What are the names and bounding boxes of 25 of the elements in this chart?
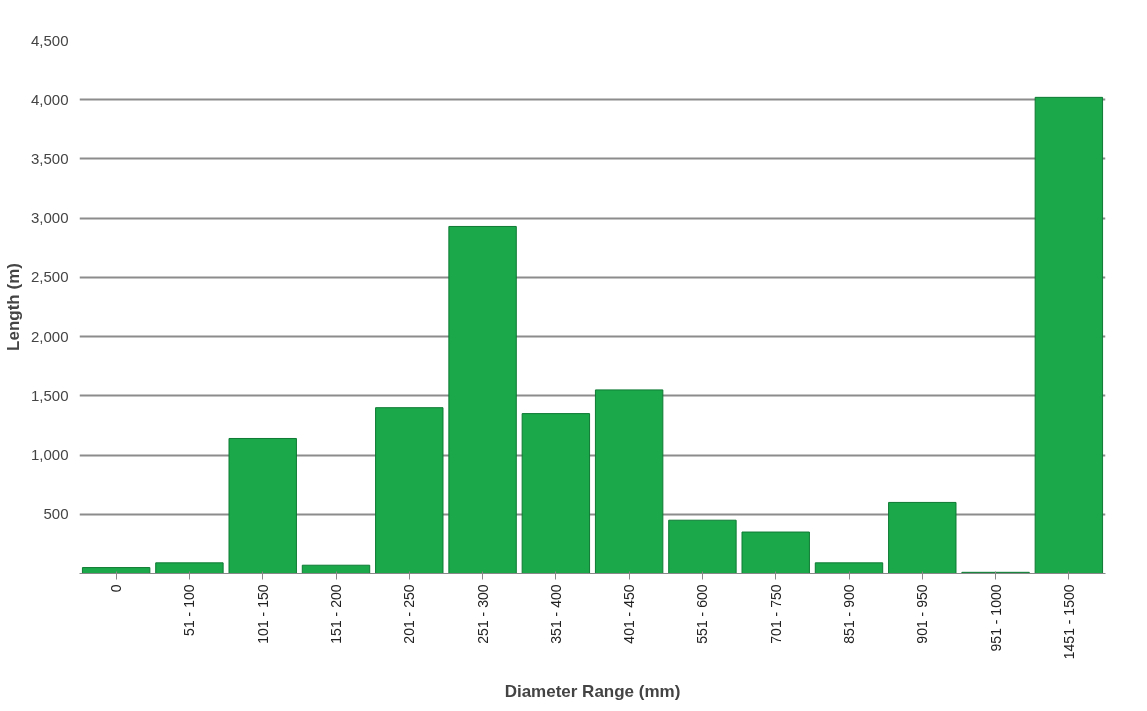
x-tick-label: 251 - 300: [474, 584, 491, 644]
x-tick-label: 851 - 900: [841, 584, 857, 644]
x-tick-label: 201 - 250: [401, 584, 418, 644]
y-tick-label: 500: [43, 505, 69, 523]
x-tick-label: 0: [108, 584, 125, 593]
x-tick-label: 951 - 1000: [987, 584, 1004, 652]
y-tick-label: 2,500: [30, 268, 69, 286]
y-tick-label: 3,000: [30, 209, 69, 227]
y-tick-label: 1,000: [30, 446, 69, 464]
y-tick-label: 4,500: [30, 31, 69, 49]
x-tick-label: 701 - 750: [767, 584, 784, 644]
y-axis-title: Length (m): [3, 263, 23, 351]
x-tick-label: 401 - 450: [621, 584, 638, 644]
x-tick-label: 901 - 950: [914, 584, 931, 644]
y-tick-label: 4,000: [30, 90, 69, 108]
x-tick-label: 351 - 400: [547, 584, 564, 644]
y-tick-label: 1,500: [30, 386, 69, 404]
x-tick-label: 551 - 600: [694, 584, 711, 644]
x-tick-label: 1451 - 1500: [1060, 584, 1077, 660]
x-tick-label: 51 - 100: [181, 584, 198, 636]
x-tick-label: 101 - 150: [254, 584, 271, 644]
x-axis-title: Diameter Range (mm): [504, 682, 681, 702]
y-tick-label: 2,000: [30, 327, 69, 345]
y-tick-label: 3,500: [30, 149, 69, 167]
x-tick-label: 151 - 200: [328, 584, 344, 644]
